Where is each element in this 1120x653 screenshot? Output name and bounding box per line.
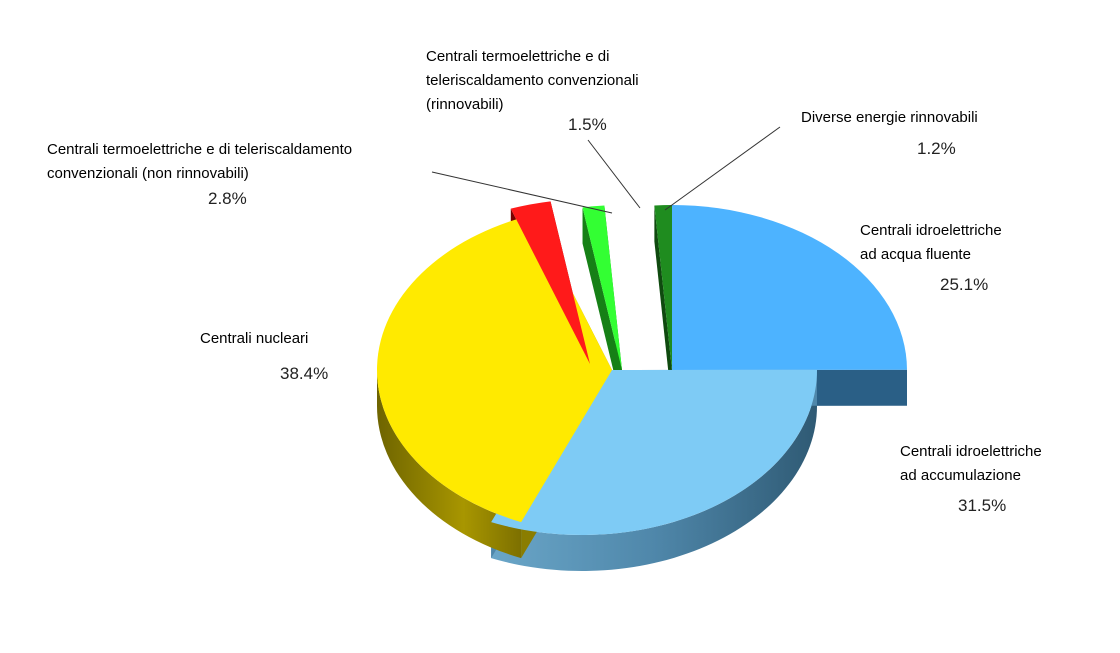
slice-5 — [654, 205, 672, 370]
label-line: Centrali nucleari — [200, 330, 309, 347]
slice-0 — [672, 205, 907, 370]
slice-label-thermal-renewable: Centrali termoelettriche e di teleriscal… — [426, 45, 639, 117]
label-line: teleriscaldamento convenzionali — [426, 72, 639, 89]
pie-top-faces — [377, 201, 907, 535]
label-line: (rinnovabili) — [426, 96, 504, 113]
slice-label-other-renewables: Diverse energie rinnovabili — [801, 106, 978, 130]
label-line: ad accumulazione — [900, 467, 1021, 484]
slice-value-storage: 31.5% — [958, 496, 1007, 515]
slice-value-run-of-river: 25.1% — [940, 275, 989, 294]
slice-label-nuclear: Centrali nucleari — [200, 327, 308, 351]
slice-label-thermal-nonrenewable: Centrali termoelettriche e di teleriscal… — [47, 138, 352, 186]
slice-value-other-renewables: 1.2% — [917, 139, 956, 158]
slice-label-storage: Centrali idroelettriche ad accumulazione — [900, 440, 1042, 488]
slice-4 — [582, 205, 622, 370]
leader-line — [664, 126, 781, 211]
label-line: Centrali idroelettriche — [860, 222, 1002, 239]
slice-side-2 — [377, 370, 522, 559]
slice-3 — [510, 201, 590, 364]
label-line: Centrali idroelettriche — [900, 443, 1042, 460]
leader-line — [431, 171, 613, 214]
leader-lines — [431, 126, 781, 214]
slice-cut-5 — [654, 205, 672, 406]
label-line: ad acqua fluente — [860, 246, 971, 263]
slice-label-run-of-river: Centrali idroelettriche ad acqua fluente — [860, 219, 1002, 267]
slice-value-nuclear: 38.4% — [280, 364, 329, 383]
label-line: Diverse energie rinnovabili — [801, 109, 978, 126]
slice-side-1 — [491, 370, 817, 571]
label-line: convenzionali (non rinnovabili) — [47, 165, 249, 182]
slice-value-thermal-nonrenewable: 2.8% — [208, 189, 247, 208]
slice-value-thermal-renewable: 1.5% — [568, 115, 607, 134]
label-line: Centrali termoelettriche e di teleriscal… — [47, 141, 353, 158]
label-line: Centrali termoelettriche e di — [426, 48, 610, 65]
leader-line — [587, 139, 641, 209]
slice-cut-4 — [582, 207, 622, 406]
